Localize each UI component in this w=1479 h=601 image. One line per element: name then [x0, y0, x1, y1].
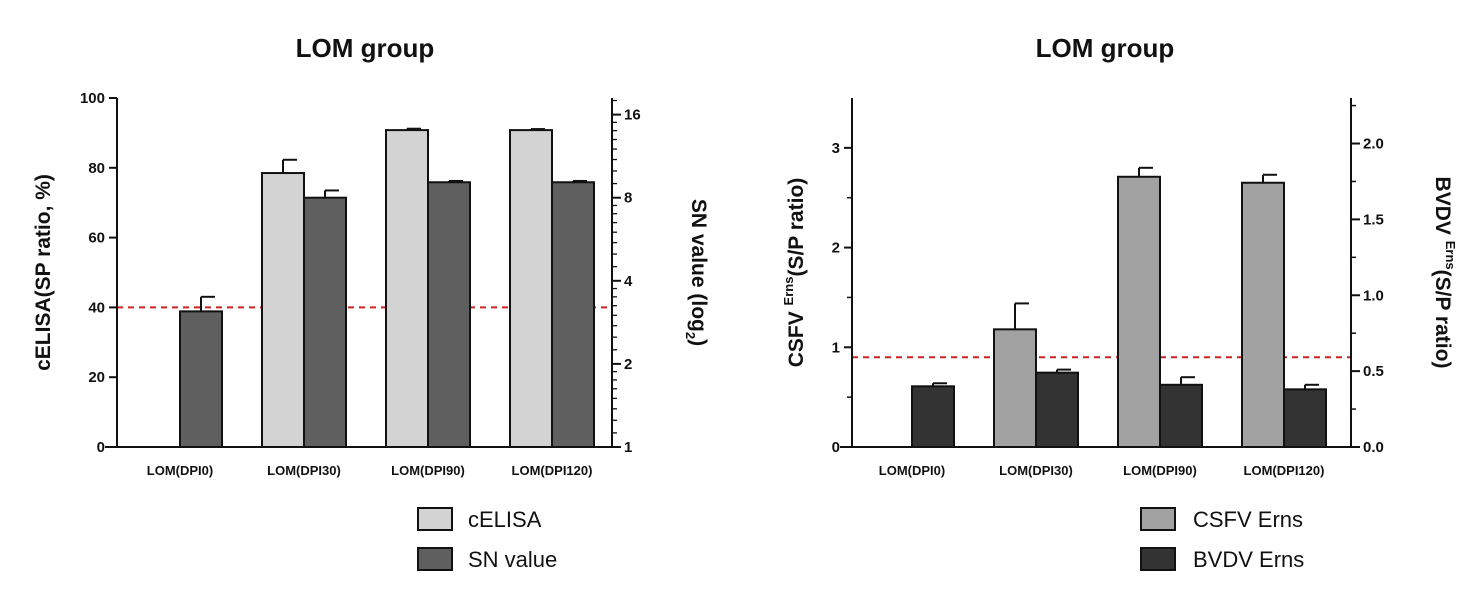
- bar-sn-value: [303, 196, 347, 448]
- bar-bvdv-erns: [1035, 371, 1079, 448]
- category-label: LOM(DPI120): [512, 463, 593, 478]
- bar-sn-value: [427, 181, 471, 448]
- y2-tick-label: 2.0: [1363, 136, 1384, 153]
- bar-csfv-erns: [1241, 181, 1285, 448]
- bar-bvdv-erns: [911, 385, 955, 449]
- y2-tick-label: 0.0: [1363, 439, 1384, 456]
- y2-tick-label: 4: [624, 273, 633, 290]
- y2-tick-label: 1.0: [1363, 287, 1384, 304]
- bar-celisa: [385, 129, 429, 448]
- y2-tick-label: 16: [624, 107, 641, 124]
- category-label: LOM(DPI0): [879, 463, 945, 478]
- y2-tick-label: 1: [624, 439, 632, 456]
- legend-swatch: [417, 507, 453, 531]
- bar-csfv-erns: [1117, 175, 1161, 448]
- y-tick-label: 20: [88, 369, 105, 386]
- y-tick-label: 0: [97, 439, 105, 456]
- y-tick-label: 60: [88, 230, 105, 247]
- legend-label: SN value: [468, 547, 557, 572]
- chart-2: LOM group 0 1 2 3 0.0 0.5 1.0 1.5 2.0 LOM(DPI0) LOM…: [781, 33, 1458, 572]
- category-label: LOM(DPI30): [267, 463, 341, 478]
- y-label-sup: Erns: [781, 277, 796, 306]
- legend-swatch: [1140, 507, 1176, 531]
- y2-tick-label: 8: [624, 190, 632, 207]
- y-tick-label: 2: [832, 240, 840, 257]
- y-tick-label: 40: [88, 299, 105, 316]
- category-label: LOM(DPI120): [1244, 463, 1325, 478]
- y-tick-label: 1: [832, 339, 840, 356]
- y2-label-sup: Erns: [1443, 241, 1458, 270]
- y-label-main: CSFV: [785, 305, 808, 367]
- y2-label-tail: (S/P ratio): [1431, 270, 1454, 369]
- bar-csfv-erns: [993, 328, 1037, 448]
- legend-label: cELISA: [468, 507, 542, 532]
- legend-swatch: [417, 547, 453, 571]
- bar-bvdv-erns: [1159, 383, 1203, 448]
- bar-bvdv-erns: [1283, 388, 1327, 449]
- y-tick-label: 0: [832, 439, 840, 456]
- y2-tick-label: 1.5: [1363, 211, 1384, 228]
- category-label: LOM(DPI30): [999, 463, 1073, 478]
- y2-tick-label: 0.5: [1363, 363, 1384, 380]
- y2-tick-label: 2: [624, 356, 632, 373]
- y-tick-label: 100: [80, 90, 105, 107]
- y-axis-label: CSFV Erns(S/P ratio): [781, 178, 808, 368]
- category-label: LOM(DPI0): [147, 463, 213, 478]
- y-axis-label: cELISA(SP ratio, %): [32, 174, 55, 371]
- bar-sn-value: [551, 181, 595, 448]
- y2-label-tail: ): [687, 339, 710, 346]
- y2-axis-label: BVDV Erns(S/P ratio): [1431, 177, 1458, 369]
- bar-celisa: [261, 172, 305, 448]
- y-tick-label: 3: [832, 140, 840, 157]
- legend-label: CSFV Erns: [1193, 507, 1303, 532]
- legend-swatch: [1140, 547, 1176, 571]
- bar-celisa: [509, 129, 553, 448]
- y2-label-main: BVDV: [1431, 177, 1454, 241]
- chart-title: LOM group: [296, 33, 435, 63]
- category-label: LOM(DPI90): [391, 463, 465, 478]
- category-label: LOM(DPI90): [1123, 463, 1197, 478]
- y2-label-main: SN value (log: [687, 199, 710, 332]
- legend: CSFV Erns BVDV Erns: [1140, 507, 1304, 572]
- y-tick-label: 80: [88, 160, 105, 177]
- y-label-tail: (S/P ratio): [785, 178, 808, 277]
- y2-label-sub: 2: [683, 332, 698, 339]
- bar-sn-value: [179, 310, 223, 448]
- chart-title: LOM group: [1036, 33, 1175, 63]
- y2-axis-label: SN value (log2): [683, 199, 710, 346]
- chart-1: LOM group 0 20 40 60 80 100 1 2 4 8 16 LOM(DPI0) LOM(…: [32, 33, 710, 572]
- legend-label: BVDV Erns: [1193, 547, 1304, 572]
- legend: cELISA SN value: [417, 507, 557, 572]
